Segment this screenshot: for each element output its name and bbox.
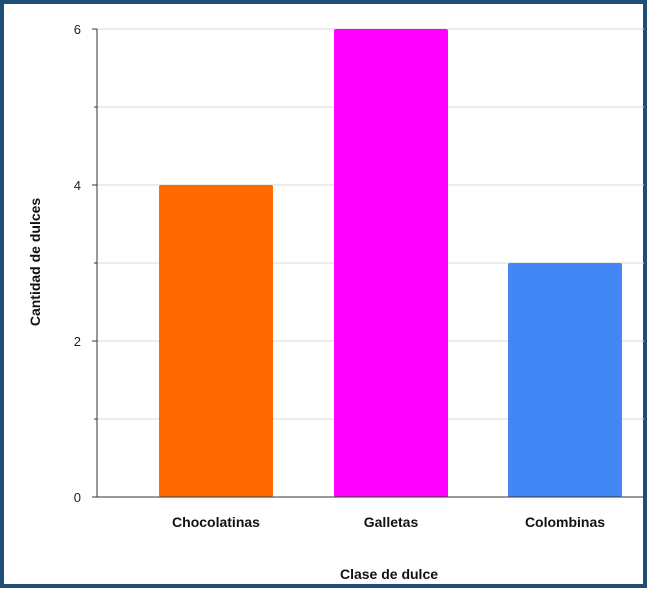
x-axis-title: Clase de dulce — [340, 566, 438, 582]
bars — [159, 29, 622, 497]
x-tick-labels: Chocolatinas Galletas Colombinas — [172, 514, 605, 530]
y-ticks: 0 2 4 6 — [74, 22, 97, 505]
x-tick-label: Galletas — [364, 514, 419, 530]
y-tick-label: 2 — [74, 334, 81, 349]
y-tick-label: 0 — [74, 490, 81, 505]
bar-galletas[interactable] — [334, 29, 448, 497]
bar-chocolatinas[interactable] — [159, 185, 273, 497]
y-tick-label: 4 — [74, 178, 81, 193]
bar-chart: 0 2 4 6 Chocolatinas Galletas Colombinas Clas… — [27, 22, 644, 582]
x-tick-label: Chocolatinas — [172, 514, 260, 530]
y-tick-label: 6 — [74, 22, 81, 37]
y-axis-title: Cantidad de dulces — [27, 198, 43, 327]
bar-colombinas[interactable] — [508, 263, 622, 497]
x-tick-label: Colombinas — [525, 514, 605, 530]
